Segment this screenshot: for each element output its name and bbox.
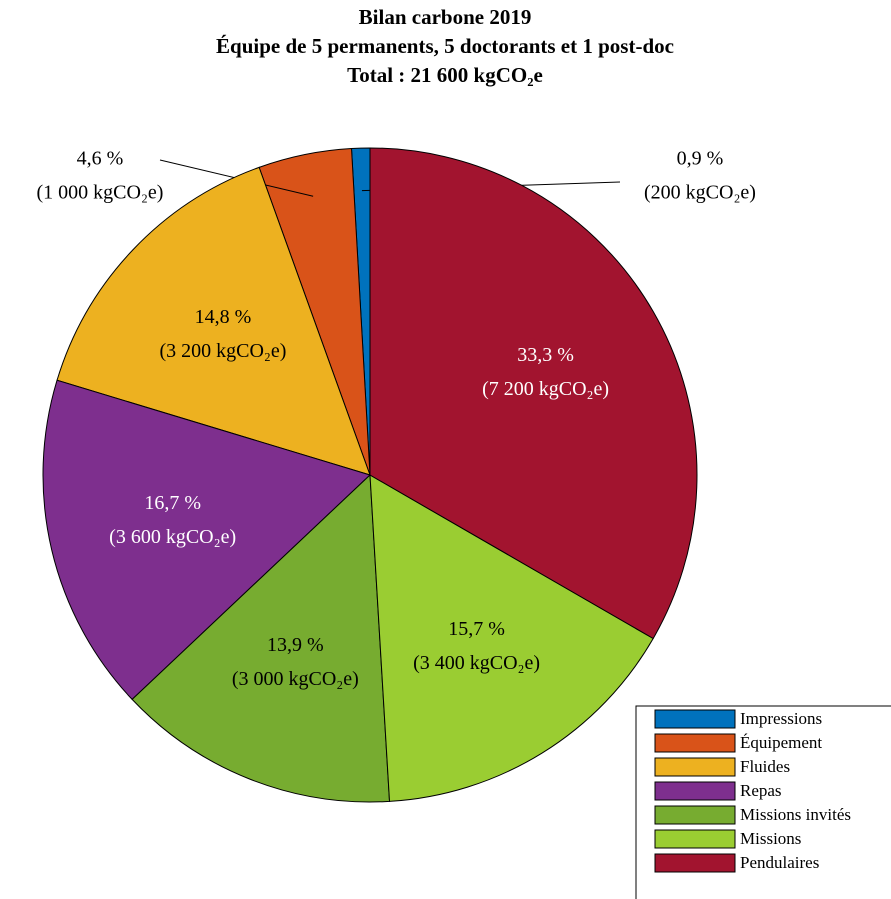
legend-swatch [654,853,736,873]
slice-amount: (3 200 kgCO₂e) [159,340,286,362]
slice-amount: (3 000 kgCO₂e) [232,668,359,690]
legend-label: Missions [740,829,801,848]
slice-label: 33,3 % [517,344,574,366]
slice-amount: (1 000 kgCO₂e) [37,182,164,204]
legend-swatch [654,829,736,849]
chart-subtitle: Équipe de 5 permanents, 5 doctorants et … [216,34,674,58]
slice-label: 13,9 % [267,634,324,656]
slice-label: 4,6 % [77,148,124,170]
legend-swatch [654,733,736,753]
legend-label: Pendulaires [740,853,819,872]
slice-amount: (3 600 kgCO₂e) [109,526,236,548]
slice-label: 0,9 % [677,148,724,170]
legend-swatch [654,781,736,801]
slice-amount: (7 200 kgCO₂e) [482,378,609,400]
legend-label: Équipement [740,733,822,752]
slice-amount: (3 400 kgCO₂e) [413,652,540,674]
slice-label: 15,7 % [448,618,505,640]
legend-label: Repas [740,781,782,800]
slice-amount: (200 kgCO₂e) [644,182,756,204]
slice-label: 14,8 % [195,306,252,328]
legend-label: Missions invités [740,805,851,824]
pie-slice [131,473,391,803]
chart-subtitle: Total : 21 600 kgCO₂e [347,63,543,87]
legend-label: Fluides [740,757,790,776]
legend-swatch [654,709,736,729]
pie-slice [42,379,371,701]
pie-slice [369,474,654,802]
legend-swatch [654,757,736,777]
chart-title: Bilan carbone 2019 [359,5,532,29]
pie-slice [369,147,698,640]
slice-label: 16,7 % [144,492,201,514]
legend-label: Impressions [740,709,822,728]
pie-slice [56,166,371,476]
legend-swatch [654,805,736,825]
